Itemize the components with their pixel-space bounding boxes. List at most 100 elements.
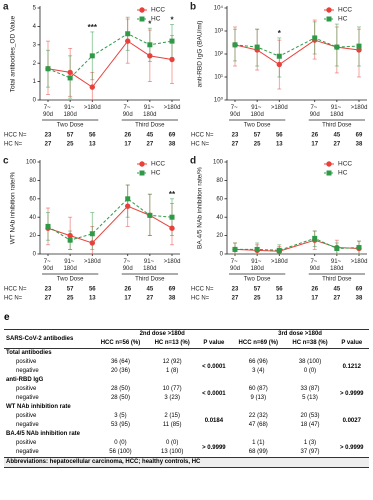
cell: 1 (8) (165, 368, 179, 374)
header-row: SARS-CoV-2 antibodies 2nd dose >180d 3rd d… (4, 329, 369, 349)
data-row: negative 56 (100) 13 (100) 68 (99) 37 (97) (4, 448, 369, 458)
p-value: 0.1212 (342, 363, 361, 370)
x-tick-label: 91~ 180d (143, 259, 156, 272)
y-tick-label: 5 (33, 6, 37, 12)
n-row-label: HC N= (191, 142, 210, 148)
row-label: positive (16, 386, 37, 392)
n-value: 26 (311, 287, 318, 293)
group-label: Third Dose (135, 123, 165, 129)
y-tick-label: 0 (220, 252, 224, 258)
marker (312, 35, 318, 41)
p-value: > 0.9999 (202, 444, 226, 451)
n-value: 23 (232, 133, 239, 139)
n-value: 27 (45, 296, 52, 302)
header-row: HCC n=56 (%) HC n=13 (%) P value HCC n=69 (… (4, 339, 369, 349)
marker (334, 44, 340, 50)
group-label: Third Dose (322, 123, 352, 129)
marker (276, 247, 282, 253)
marker (169, 38, 175, 44)
cell: 37 (97) (300, 449, 320, 455)
column-header: HCC n=69 (%) (231, 339, 286, 349)
table-panel: e SARS-CoV-2 antibodies 2nd dose >180d 3rd… (4, 312, 369, 468)
cell: 38 (100) (298, 359, 322, 365)
n-value: 27 (147, 296, 154, 302)
x-tick-label: 91~ 180d (63, 259, 76, 272)
data-row: positive 3 (5) 2 (15) 0.0184 22 (32) 20 (53) 0… (4, 412, 369, 424)
x-tick-label: 7~ 90d (43, 105, 53, 118)
x-tick-label: 91~ 180d (330, 259, 343, 272)
marker (356, 43, 362, 49)
marker (232, 246, 238, 252)
y-tick-label: 10² (214, 52, 223, 58)
n-value: 69 (356, 287, 363, 293)
significance-label: * (170, 16, 174, 25)
y-tick-label: 80 (216, 178, 223, 184)
panel-label: b (190, 2, 196, 13)
n-value: 17 (124, 296, 131, 302)
n-value: 69 (356, 133, 363, 139)
legend-marker (326, 7, 332, 13)
y-tick-label: 60 (29, 196, 36, 202)
data-row: negative 53 (95) 11 (85) 47 (68) 18 (47) (4, 421, 369, 430)
cell: 1 (3) (303, 440, 317, 446)
n-value: 23 (232, 287, 239, 293)
x-tick-label: >180d (84, 105, 101, 111)
y-axis-label: WT NAb inhibition rate/% (10, 172, 17, 245)
section-row: WT NAb inhibition rate (4, 403, 369, 412)
series-line (234, 37, 360, 57)
legend-marker (139, 161, 145, 167)
n-value: 27 (232, 142, 239, 148)
legend-marker (326, 161, 332, 167)
n-value: 26 (124, 133, 131, 139)
row-label: positive (16, 359, 37, 365)
n-value: 38 (169, 296, 176, 302)
n-value: 13 (276, 142, 283, 148)
cell: 68 (99) (248, 449, 268, 455)
n-row-label: HC N= (4, 142, 23, 148)
n-value: 56 (89, 287, 96, 293)
y-tick-label: 10³ (214, 29, 223, 35)
n-value: 27 (334, 296, 341, 302)
significance-label: ** (169, 190, 176, 199)
marker (89, 84, 95, 90)
cell: 60 (87) (248, 386, 268, 392)
y-axis-label: anti-RBD IgG (BAU/ml) (197, 21, 204, 88)
section-name: WT NAb inhibition rate (6, 404, 71, 410)
x-tick-label: 7~ 90d (123, 105, 133, 118)
marker (89, 240, 95, 246)
x-tick-label: 7~ 90d (43, 259, 53, 272)
marker (147, 53, 153, 59)
n-row-label: HCC N= (191, 287, 214, 293)
y-tick-label: 4 (33, 24, 37, 30)
y-tick-label: 60 (216, 196, 223, 202)
results-table: SARS-CoV-2 antibodies 2nd dose >180d 3rd d… (4, 329, 369, 468)
marker (67, 75, 73, 81)
group-label: Third Dose (135, 277, 165, 283)
section-row: BA.4/5 NAb inhibition rate (4, 430, 369, 439)
legend-marker (139, 16, 145, 22)
significance-label: *** (88, 23, 98, 32)
marker (254, 246, 260, 252)
x-tick-label: >180d (84, 259, 101, 265)
cell: 1 (1) (252, 440, 265, 446)
significance-label: * (278, 29, 282, 38)
n-value: 57 (67, 287, 74, 293)
marker (356, 245, 362, 251)
p-value: 0.0184 (204, 417, 224, 424)
x-tick-label: >180d (271, 105, 288, 111)
n-value: 57 (254, 287, 261, 293)
x-tick-label: >180d (164, 259, 181, 265)
marker (169, 56, 175, 63)
x-tick-label: 91~ 180d (143, 105, 156, 118)
marker (125, 31, 131, 37)
footer-note: Abbreviations: hepatocellular carcinoma,… (4, 457, 369, 468)
marker (147, 212, 153, 218)
marker (89, 53, 95, 59)
marker (232, 42, 238, 48)
n-value: 57 (254, 133, 261, 139)
section-row: Total antibodies (4, 349, 369, 359)
marker (276, 61, 282, 68)
y-tick-label: 40 (29, 215, 36, 221)
marker (89, 231, 95, 237)
